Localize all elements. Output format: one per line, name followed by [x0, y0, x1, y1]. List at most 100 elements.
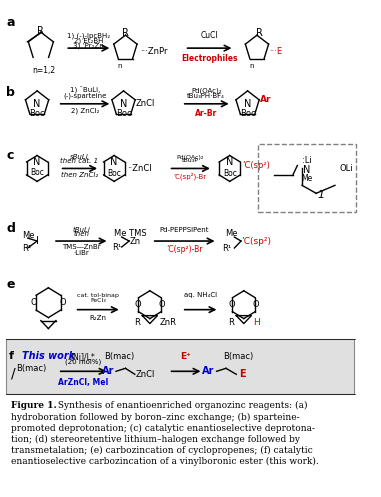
Text: R: R [134, 318, 141, 327]
Text: N: N [226, 158, 234, 167]
Text: e: e [6, 278, 14, 291]
Text: Synthesis of enantioenriched organozinc reagents: (a): Synthesis of enantioenriched organozinc … [55, 401, 307, 410]
Text: enantioselective carbozincation of a vinylboronic ester (this work).: enantioselective carbozincation of a vin… [11, 457, 319, 466]
Text: tion; (d) stereoretentive lithium–halogen exchange followed by: tion; (d) stereoretentive lithium–haloge… [11, 435, 300, 444]
Text: ZnR: ZnR [159, 318, 176, 327]
Text: Boc: Boc [240, 109, 255, 118]
Text: Pd-PEPPSIPent: Pd-PEPPSIPent [160, 227, 210, 233]
Text: Me: Me [22, 231, 35, 240]
Text: ZnCl: ZnCl [136, 370, 155, 379]
Text: transmetalation; (e) carbozincation of cyclopropenes; (f) catalytic: transmetalation; (e) carbozincation of c… [11, 446, 312, 455]
Text: tBu₃PH·BF₄: tBu₃PH·BF₄ [187, 93, 225, 99]
Text: Ar-Br: Ar-Br [195, 109, 217, 118]
Text: N: N [34, 158, 41, 167]
Text: sBuLi: sBuLi [70, 155, 89, 161]
Text: Ar: Ar [260, 95, 271, 104]
Text: Boc: Boc [30, 168, 44, 177]
Text: N: N [34, 99, 41, 109]
Text: R¹: R¹ [112, 243, 122, 251]
Text: O: O [228, 300, 235, 309]
Text: ·LiBr: ·LiBr [74, 250, 89, 256]
Text: Pd(OAc)₂: Pd(OAc)₂ [176, 155, 204, 160]
Text: R: R [256, 28, 263, 38]
Text: hydroboration followed by boron–zinc exchange; (b) sparteine-: hydroboration followed by boron–zinc exc… [11, 413, 299, 422]
Text: cat. tol-binap: cat. tol-binap [77, 293, 119, 298]
Text: Boc: Boc [107, 169, 121, 178]
Text: 2) Et₂BH: 2) Et₂BH [74, 38, 104, 44]
Text: Boc: Boc [29, 109, 45, 118]
Text: Figure 1.: Figure 1. [11, 401, 56, 410]
Text: O: O [31, 298, 38, 307]
Text: H: H [253, 318, 260, 327]
Text: ···ZnPr: ···ZnPr [141, 47, 168, 56]
Text: Pd(OAc)₂: Pd(OAc)₂ [191, 87, 221, 94]
Text: [Ni]/L*: [Ni]/L* [71, 352, 96, 361]
Text: N: N [110, 158, 118, 167]
Text: ’C(sp²): ’C(sp²) [241, 237, 271, 246]
Text: I: I [36, 236, 38, 246]
Text: f: f [9, 351, 14, 361]
Text: tBuLi: tBuLi [72, 227, 90, 233]
Text: B(mac): B(mac) [16, 364, 47, 373]
Text: Zn: Zn [129, 237, 140, 246]
Text: n=1,2: n=1,2 [32, 66, 56, 75]
Text: then ZnCl₂: then ZnCl₂ [61, 172, 98, 178]
Text: Me: Me [225, 229, 237, 238]
Text: :Li: :Li [302, 156, 312, 165]
Text: tBu₃P: tBu₃P [182, 159, 199, 164]
Text: (-)-sparteine: (-)-sparteine [63, 92, 107, 99]
Text: ···E: ···E [269, 47, 282, 56]
Text: ’C(sp²): ’C(sp²) [242, 161, 270, 170]
Text: Ar: Ar [202, 366, 215, 376]
Bar [6, 339, 354, 394]
Text: R₂Zn: R₂Zn [90, 315, 107, 321]
Text: n: n [249, 63, 254, 69]
Text: b: b [6, 86, 15, 99]
Text: R¹: R¹ [22, 244, 31, 252]
Text: O: O [59, 298, 66, 307]
Text: O: O [159, 300, 165, 309]
FancyBboxPatch shape [258, 144, 355, 212]
Text: then: then [73, 231, 89, 237]
Text: a: a [6, 16, 14, 29]
Text: Me: Me [301, 174, 312, 183]
Text: N: N [120, 99, 127, 109]
Text: N: N [303, 166, 311, 175]
Text: ··ZnCl: ··ZnCl [127, 164, 152, 173]
Text: c: c [6, 149, 13, 162]
Text: B(mac): B(mac) [223, 352, 253, 361]
Text: Boc: Boc [116, 109, 131, 118]
Text: 3) ’Pr₂Zn: 3) ’Pr₂Zn [74, 43, 104, 49]
Text: /: / [11, 366, 15, 380]
Text: ArZnCl, MeI: ArZnCl, MeI [58, 378, 108, 387]
Text: B(mac): B(mac) [104, 352, 134, 361]
Text: O: O [253, 300, 259, 309]
Text: ’C(sp²)-Br: ’C(sp²)-Br [166, 245, 203, 254]
Text: TMS―ZnBr: TMS―ZnBr [62, 244, 101, 250]
Text: aq. NH₄Cl: aq. NH₄Cl [184, 292, 217, 298]
Text: 1) (-)-IpcBH₂: 1) (-)-IpcBH₂ [67, 33, 110, 39]
Text: promoted deprotonation; (c) catalytic enantioselective deprotona-: promoted deprotonation; (c) catalytic en… [11, 424, 315, 433]
Text: CuCl: CuCl [200, 31, 218, 40]
Text: OLi: OLi [339, 164, 353, 173]
Text: (20 mol%): (20 mol%) [65, 359, 101, 365]
Text: This work: This work [22, 351, 75, 361]
Text: 2) ZnCl₂: 2) ZnCl₂ [71, 108, 99, 114]
Text: O: O [134, 300, 141, 309]
Text: d: d [6, 222, 15, 235]
Text: E: E [239, 369, 246, 379]
Text: E⁺: E⁺ [180, 352, 191, 361]
Text: FeCl₃: FeCl₃ [90, 298, 106, 303]
Text: ’C(sp²)-Br: ’C(sp²)-Br [174, 172, 207, 180]
Text: R: R [37, 26, 44, 36]
Text: n: n [117, 63, 122, 69]
Text: then cat. 1: then cat. 1 [60, 159, 98, 165]
Text: 1: 1 [317, 190, 325, 200]
Text: R: R [122, 28, 129, 38]
Text: Boc: Boc [223, 169, 237, 178]
Text: Ar: Ar [102, 366, 114, 376]
Text: ZnCl: ZnCl [136, 99, 155, 108]
Text: N: N [244, 99, 251, 109]
Text: R: R [229, 318, 234, 327]
Text: Electrophiles: Electrophiles [181, 54, 237, 63]
